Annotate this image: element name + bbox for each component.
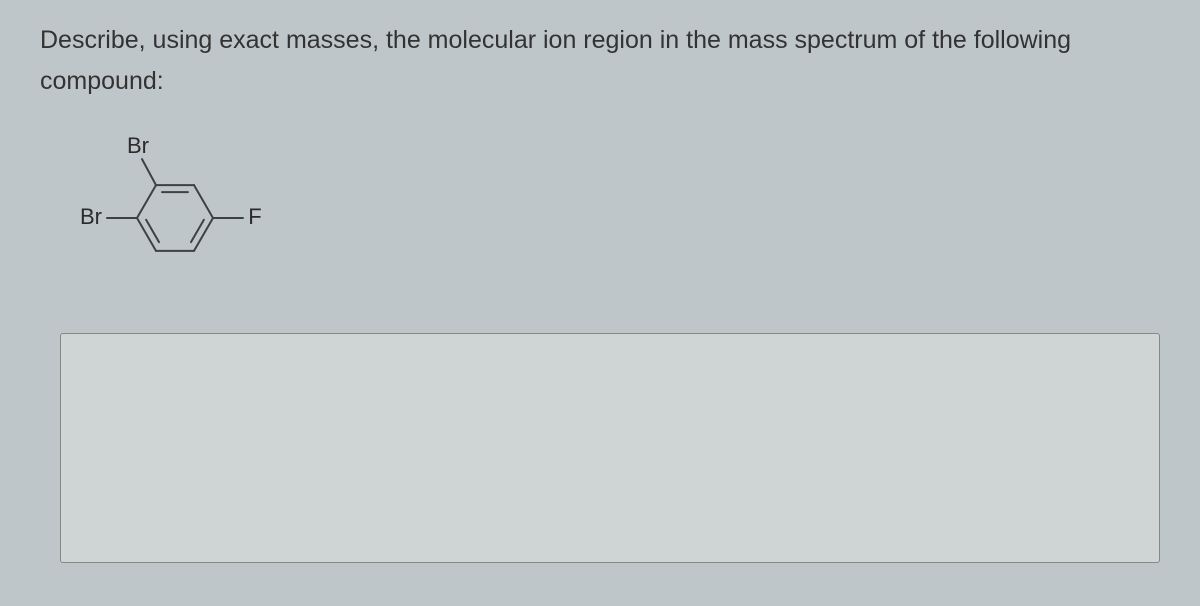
question-prompt: Describe, using exact masses, the molecu… <box>40 20 1160 103</box>
chemical-structure: Br Br F <box>70 133 1160 308</box>
svg-text:Br: Br <box>80 203 102 228</box>
svg-text:F: F <box>248 203 261 228</box>
answer-input[interactable] <box>60 333 1160 563</box>
svg-text:Br: Br <box>127 133 149 158</box>
